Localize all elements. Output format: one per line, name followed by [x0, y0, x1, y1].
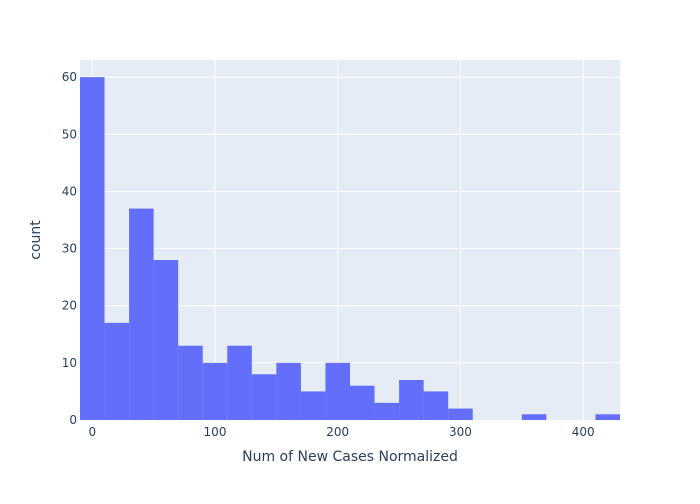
x-tick-labels: 0 100 200 300 400	[88, 425, 594, 439]
histogram-bar	[399, 380, 424, 420]
histogram-bar	[350, 385, 375, 420]
histogram-bar	[374, 402, 400, 420]
x-tick-label: 100	[204, 425, 227, 439]
histogram-bar	[202, 362, 228, 420]
histogram-bar	[178, 345, 203, 420]
y-tick-label: 30	[62, 242, 77, 256]
y-tick-label: 50	[62, 127, 77, 141]
histogram-bar	[104, 322, 130, 420]
histogram-bar	[325, 362, 350, 420]
bars	[80, 77, 620, 421]
y-tick-label: 20	[62, 299, 77, 313]
histogram-bar	[80, 77, 105, 421]
y-tick-label: 10	[62, 356, 77, 370]
y-tick-label: 40	[62, 184, 77, 198]
histogram-bar	[423, 391, 449, 420]
histogram-bar	[153, 260, 179, 420]
histogram-bar	[129, 208, 154, 420]
y-axis-title: count	[28, 220, 44, 260]
y-tick-label: 60	[62, 70, 77, 84]
x-tick-label: 300	[449, 425, 472, 439]
x-tick-label: 200	[326, 425, 349, 439]
histogram-bar	[595, 414, 620, 420]
x-tick-label: 400	[572, 425, 595, 439]
histogram-bar	[300, 391, 326, 420]
y-tick-labels: 0 10 20 30 40 50 60	[62, 70, 77, 427]
histogram-bar	[448, 408, 473, 420]
y-tick-label: 0	[69, 413, 77, 427]
histogram-bar	[276, 362, 301, 420]
histogram-bar	[251, 374, 277, 420]
x-axis-title: Num of New Cases Normalized	[242, 449, 458, 465]
histogram-bar	[227, 345, 252, 420]
histogram-bar	[521, 414, 547, 420]
x-tick-label: 0	[88, 425, 96, 439]
grid-lines	[80, 60, 620, 420]
